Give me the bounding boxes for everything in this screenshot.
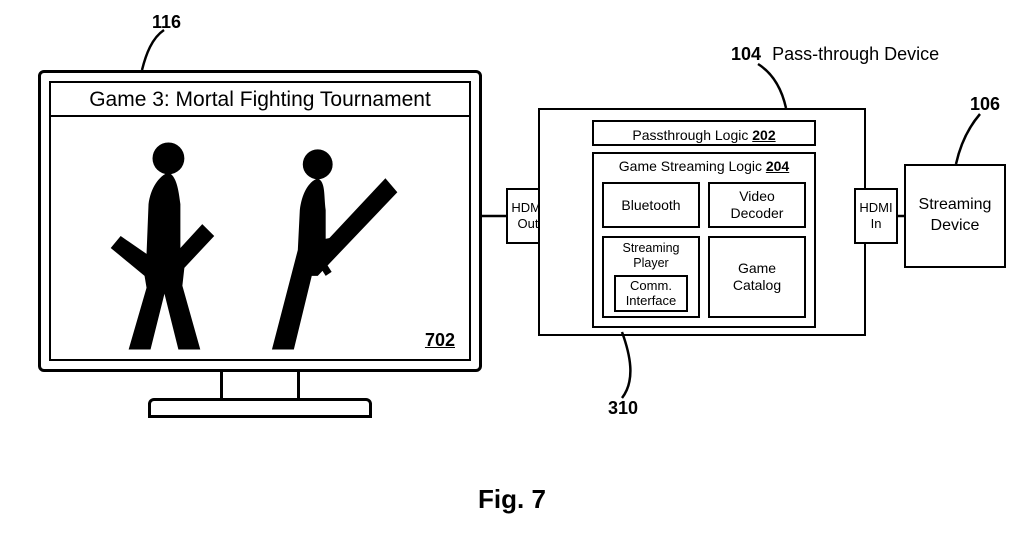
game-catalog-l2: Catalog (733, 277, 781, 294)
streaming-device-l1: Streaming (919, 196, 992, 213)
comm-if-l2: Interface (626, 293, 677, 308)
game-catalog-module: Game Catalog (708, 236, 806, 318)
streaming-player-label: Streaming Player (608, 241, 694, 271)
passthrough-logic-ref: 202 (752, 127, 775, 143)
comm-if-ref-label: 310 (608, 398, 638, 419)
comm-interface-module: Comm. Interface (614, 275, 688, 312)
patent-figure: Game 3: Mortal Fighting Tournament (0, 0, 1024, 544)
tv-screen-ref-number: 702 (425, 330, 455, 351)
gsl-label: Game Streaming Logic (619, 158, 762, 174)
tv-title-bar: Game 3: Mortal Fighting Tournament (51, 83, 469, 117)
leader-line-104 (740, 62, 800, 112)
video-decoder-l2: Decoder (731, 205, 784, 222)
streaming-device: Streaming Device (904, 164, 1006, 268)
tv-monitor: Game 3: Mortal Fighting Tournament (38, 70, 482, 372)
fighters-silhouette-icon (51, 117, 469, 359)
leader-line-116 (130, 28, 190, 78)
tv-stand-base (148, 398, 372, 418)
leader-line-310 (618, 330, 658, 400)
streaming-player-module: Streaming Player Comm. Interface (602, 236, 700, 318)
game-catalog-l1: Game (738, 260, 776, 277)
ptd-ref-text: Pass-through Device (772, 44, 939, 64)
gsl-ref: 204 (766, 158, 789, 174)
video-decoder-module: Video Decoder (708, 182, 806, 228)
bluetooth-label: Bluetooth (621, 197, 680, 214)
video-decoder-l1: Video (739, 188, 775, 205)
gsl-module-grid: Bluetooth Video Decoder Streaming Player… (602, 182, 806, 318)
tv-screen-frame: Game 3: Mortal Fighting Tournament (49, 81, 471, 361)
passthrough-logic-box: Passthrough Logic 202 (592, 120, 816, 146)
hdmi-in-line2: In (856, 216, 896, 232)
cable-tv-to-hdmi (482, 210, 508, 222)
bluetooth-module: Bluetooth (602, 182, 700, 228)
game-streaming-logic-box: Game Streaming Logic 204 Bluetooth Video… (592, 152, 816, 328)
hdmi-in-line1: HDMI (856, 200, 896, 216)
passthrough-logic-label: Passthrough Logic (632, 127, 748, 143)
passthrough-device: Passthrough Logic 202 Game Streaming Log… (538, 108, 866, 336)
figure-caption: Fig. 7 (0, 484, 1024, 515)
leader-line-106 (950, 112, 990, 168)
tv-screen-content: 702 (51, 117, 469, 359)
hdmi-in-port: HDMI In (854, 188, 898, 244)
tv-stand-neck (220, 372, 300, 400)
comm-if-l1: Comm. (630, 278, 672, 293)
streaming-device-l2: Device (931, 217, 980, 234)
gsl-title: Game Streaming Logic 204 (594, 154, 814, 178)
ptd-ref-num: 104 (731, 44, 761, 64)
